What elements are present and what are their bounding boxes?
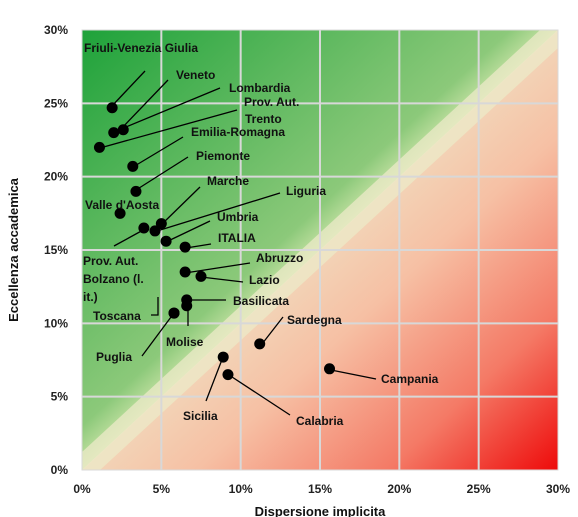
leader-line	[113, 87, 221, 133]
x-tick-label: 10%	[229, 482, 253, 496]
point-label: Prov. Aut.	[244, 95, 299, 109]
point-label: Sicilia	[183, 409, 218, 423]
plot-border	[81, 29, 559, 471]
leader-line	[228, 374, 291, 416]
y-axis-ticks: 0% 5% 10% 15% 20% 25% 30%	[44, 23, 68, 477]
y-tick-label: 10%	[44, 316, 68, 330]
point-label: Puglia	[96, 350, 132, 364]
plot-area	[82, 30, 558, 470]
point-label: Piemonte	[196, 149, 250, 163]
point-label: Lazio	[249, 273, 280, 287]
x-tick-label: 25%	[467, 482, 491, 496]
leader-line	[135, 156, 189, 191]
point-label: it.)	[83, 290, 98, 304]
leader-line	[151, 297, 159, 316]
leader-line	[330, 369, 377, 380]
point-label: Valle d'Aosta	[85, 198, 160, 212]
leader-line	[120, 79, 169, 130]
data-point-lazio	[195, 270, 207, 282]
point-label: Lombardia	[229, 81, 291, 95]
data-point-campania	[324, 363, 336, 375]
leader-line	[200, 276, 244, 283]
leader-line	[165, 220, 211, 243]
data-points	[93, 102, 336, 381]
data-point-emilia-romagna	[127, 160, 139, 172]
leader-line	[132, 136, 184, 168]
point-label: Toscana	[93, 309, 141, 323]
data-point-marche	[155, 218, 167, 230]
leader-line	[156, 192, 281, 232]
data-point-umbria	[160, 235, 172, 247]
point-label: Marche	[207, 174, 249, 188]
point-label: Campania	[381, 372, 439, 386]
data-point-sicilia	[217, 351, 229, 363]
point-label: Sardegna	[287, 313, 342, 327]
y-tick-label: 15%	[44, 243, 68, 257]
data-point-lombardia	[108, 127, 120, 139]
point-label: Basilicata	[233, 294, 289, 308]
point-label: Veneto	[176, 68, 215, 82]
data-point-veneto	[117, 124, 129, 136]
leader-line	[110, 70, 146, 108]
point-label: Calabria	[296, 414, 344, 428]
leader-line	[113, 228, 146, 247]
x-tick-label: 5%	[153, 482, 171, 496]
data-point-abruzzo	[179, 266, 191, 278]
x-axis-title: Dispersione implicita	[255, 504, 387, 517]
point-label: Umbria	[217, 210, 259, 224]
data-point-molise	[181, 300, 193, 312]
leader-lines	[99, 70, 377, 416]
leader-line	[141, 312, 175, 357]
x-tick-label: 30%	[546, 482, 570, 496]
point-label: Abruzzo	[256, 251, 303, 265]
point-labels: Friuli-Venezia GiuliaVenetoLombardiaProv…	[83, 41, 439, 428]
y-axis-title: Eccellenza accademica	[6, 177, 21, 322]
x-tick-label: 0%	[73, 482, 91, 496]
data-point-prov-aut-trento	[93, 141, 105, 153]
data-point-prov-aut-bolzano-l-it	[138, 222, 150, 234]
leader-line	[99, 109, 238, 149]
data-point-valle-d-aosta	[114, 207, 126, 219]
data-point-piemonte	[130, 185, 142, 197]
point-label: ITALIA	[218, 231, 256, 245]
data-point-liguria	[149, 225, 161, 237]
point-label: Liguria	[286, 184, 326, 198]
y-tick-label: 5%	[51, 390, 69, 404]
y-tick-label: 30%	[44, 23, 68, 37]
x-tick-label: 15%	[308, 482, 332, 496]
grid-lines	[82, 30, 558, 470]
leader-line	[184, 262, 251, 274]
x-axis-ticks: 0% 5% 10% 15% 20% 25% 30%	[73, 482, 570, 496]
data-point-puglia	[168, 307, 180, 319]
data-point-italia	[179, 241, 191, 253]
point-label: Prov. Aut.	[83, 254, 138, 268]
point-label: Emilia-Romagna	[191, 125, 285, 139]
leader-line	[159, 186, 201, 227]
data-point-calabria	[222, 369, 234, 381]
leader-line	[205, 356, 224, 402]
point-label: Trento	[245, 112, 282, 126]
data-point-sardegna	[254, 338, 266, 350]
point-label: Friuli-Venezia Giulia	[84, 41, 198, 55]
y-tick-label: 20%	[44, 170, 68, 184]
data-point-friuli-venezia-giulia	[106, 102, 118, 114]
y-tick-label: 25%	[44, 96, 68, 110]
y-tick-label: 0%	[51, 463, 69, 477]
point-label: Molise	[166, 335, 204, 349]
leader-line	[261, 316, 284, 345]
x-tick-label: 20%	[387, 482, 411, 496]
point-label: Bolzano (l.	[83, 272, 144, 286]
